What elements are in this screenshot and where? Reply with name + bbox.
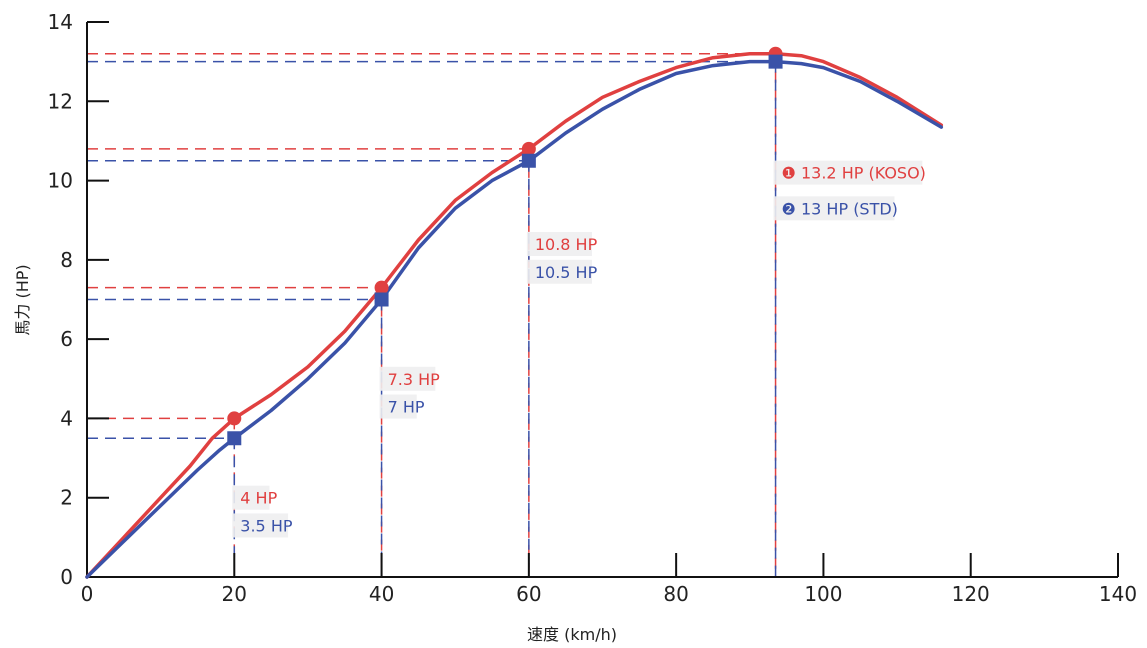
annotation-bg xyxy=(379,394,417,419)
marker-koso xyxy=(374,280,389,295)
annotation-label: 10.5 HP xyxy=(535,263,598,282)
x-tick-label: 120 xyxy=(952,582,990,606)
annotation-label: ❷ 13 HP (STD) xyxy=(782,199,898,218)
annotation: ❷ 13 HP (STD) xyxy=(773,196,898,221)
y-axis-title: 馬力 (HP) xyxy=(13,264,32,335)
annotation: 4 HP xyxy=(232,485,278,510)
annotation-label: 7.3 HP xyxy=(388,370,441,389)
x-tick-label: 20 xyxy=(222,582,247,606)
y-tick-label: 12 xyxy=(48,89,73,113)
annotation-label: 3.5 HP xyxy=(240,516,293,535)
annotation-label: 7 HP xyxy=(388,398,425,417)
y-tick-label: 14 xyxy=(48,10,73,34)
axes xyxy=(86,22,1118,578)
annotation-bg xyxy=(526,232,592,256)
annotation-label: ❶ 13.2 HP (KOSO) xyxy=(782,164,926,183)
annotation: ❶ 13.2 HP (KOSO) xyxy=(773,160,926,185)
marker-koso xyxy=(521,141,536,156)
marker-std xyxy=(227,431,242,446)
y-tick-label: 0 xyxy=(60,565,73,589)
y-tick-label: 10 xyxy=(48,169,73,193)
x-tick-label: 0 xyxy=(81,582,94,606)
y-tick-label: 6 xyxy=(60,327,73,351)
annotation-bg xyxy=(379,366,436,391)
y-tick-label: 2 xyxy=(60,486,73,510)
annotation: 7.3 HP xyxy=(379,366,441,391)
x-tick-label: 80 xyxy=(663,582,688,606)
annotation-label: 10.8 HP xyxy=(535,235,598,254)
x-axis-title: 速度 (km/h) xyxy=(527,625,617,644)
annotation-bg xyxy=(232,485,270,510)
annotation-bg xyxy=(773,196,895,221)
y-tick-label: 8 xyxy=(60,248,73,272)
x-tick-label: 100 xyxy=(804,582,842,606)
annotation-bg xyxy=(526,259,592,284)
series-line-koso xyxy=(85,51,944,579)
annotation: 3.5 HP xyxy=(232,513,293,538)
annotation-bg xyxy=(232,513,289,538)
annotation-bg xyxy=(773,160,923,185)
marker-std xyxy=(521,153,536,168)
curves xyxy=(85,46,944,579)
y-tick-label: 4 xyxy=(60,406,73,430)
marker-std xyxy=(374,292,389,307)
series-line-std xyxy=(85,59,944,579)
annotation: 7 HP xyxy=(379,394,425,419)
annotation-label: 4 HP xyxy=(240,489,277,508)
ticks: 0 20 40 60 80 100 120 140 0 2 4 6 8 10 12 14 xyxy=(48,10,1138,606)
marker-std xyxy=(768,54,783,69)
marker-koso xyxy=(227,411,242,426)
annotation: 10.5 HP xyxy=(526,259,598,284)
x-tick-label: 60 xyxy=(516,582,541,606)
annotations: 4 HP 3.5 HP 7.3 HP 7 HP 10.8 HP 10.5 HP ❶ 13.2… xyxy=(232,160,926,538)
x-tick-label: 140 xyxy=(1099,582,1137,606)
x-tick-label: 40 xyxy=(369,582,394,606)
guide-lines xyxy=(87,52,777,577)
annotation: 10.8 HP xyxy=(526,232,598,256)
